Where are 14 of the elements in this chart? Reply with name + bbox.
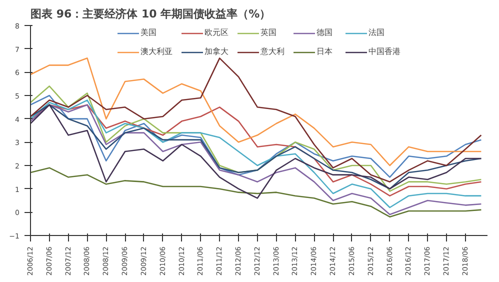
legend-label: 澳大利亚	[140, 46, 172, 57]
legend-label: 中国香港	[368, 46, 400, 57]
legend-label: 日本	[316, 46, 334, 57]
legend-label: 英国	[260, 27, 278, 38]
legend-label: 法国	[368, 27, 386, 38]
legend-label: 德国	[316, 27, 334, 38]
legend-label: 欧元区	[204, 27, 228, 38]
legend-label: 加拿大	[204, 46, 228, 57]
line-series	[30, 86, 482, 192]
chart-title: 图表 96：主要经济体 10 年期国债收益率（%）	[30, 8, 271, 20]
line-series	[30, 167, 482, 218]
legend-label: 美国	[140, 27, 158, 38]
line-series	[30, 94, 482, 178]
legend-label: 意大利	[260, 46, 284, 57]
